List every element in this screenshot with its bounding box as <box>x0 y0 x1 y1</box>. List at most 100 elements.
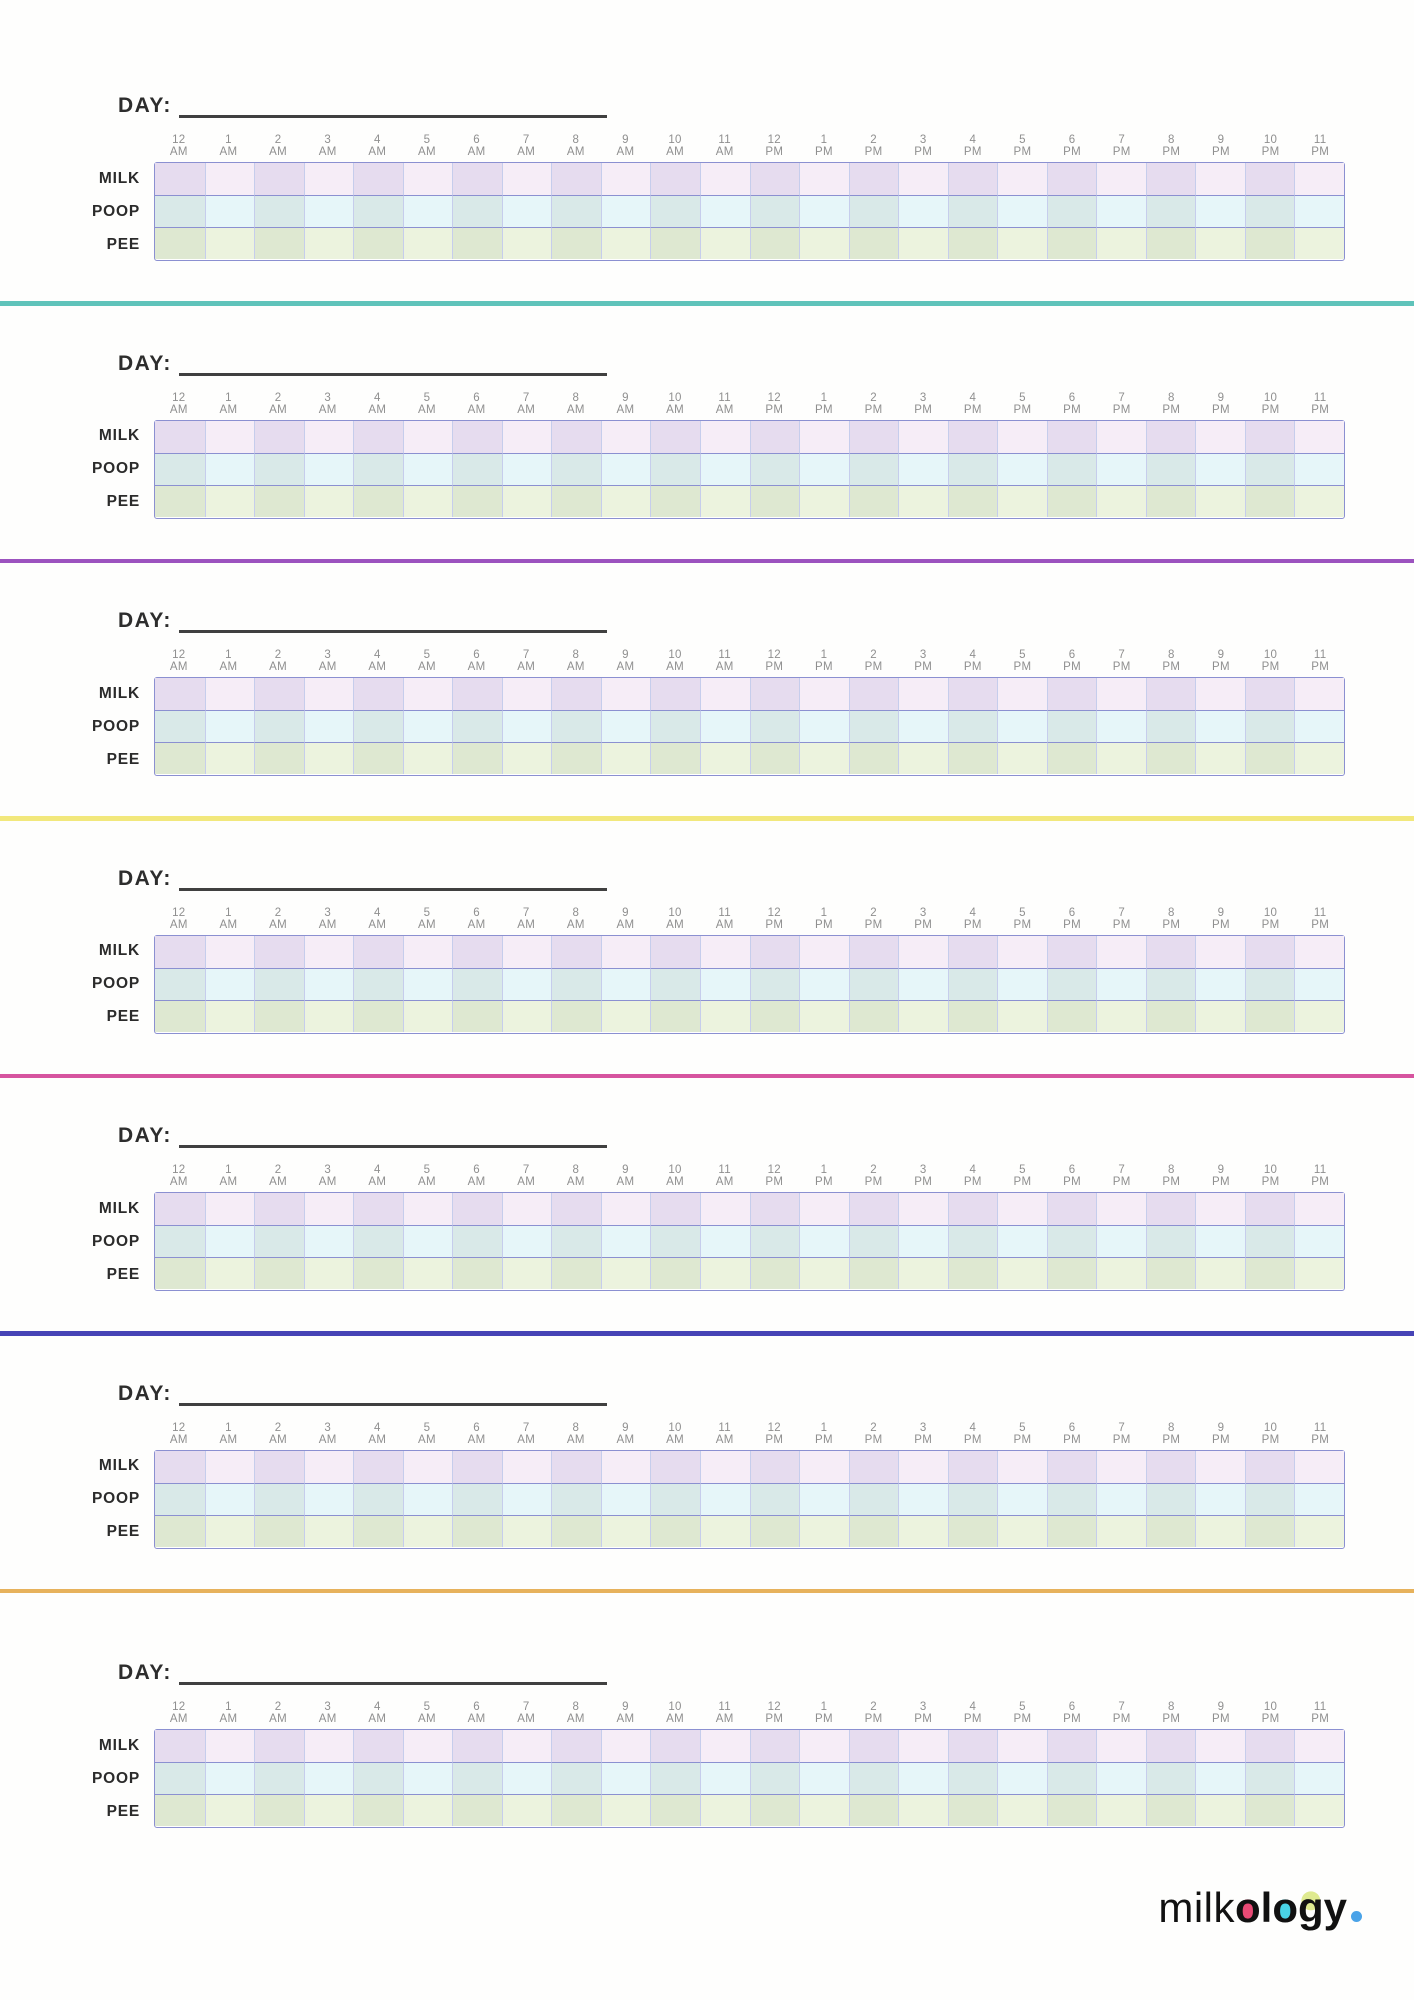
cell-pee-6am[interactable] <box>452 1257 502 1289</box>
cell-milk-2pm[interactable] <box>848 1450 899 1483</box>
cell-poop-9pm[interactable] <box>1195 1225 1245 1257</box>
cell-pee-5am[interactable] <box>402 1794 453 1826</box>
cell-pee-11pm[interactable] <box>1294 1257 1344 1289</box>
cell-poop-11pm[interactable] <box>1294 1762 1344 1794</box>
cell-milk-1pm[interactable] <box>799 163 849 195</box>
cell-poop-5pm[interactable] <box>997 452 1047 485</box>
cell-pee-8pm[interactable] <box>1145 1514 1196 1547</box>
cell-milk-6am[interactable] <box>452 1730 502 1762</box>
cell-poop-3pm[interactable] <box>898 1482 948 1515</box>
cell-poop-11am[interactable] <box>699 1482 750 1515</box>
cell-pee-8am[interactable] <box>551 742 601 774</box>
cell-pee-2am[interactable] <box>254 227 304 259</box>
cell-poop-12am[interactable] <box>155 195 205 227</box>
cell-poop-8am[interactable] <box>551 1482 601 1515</box>
cell-poop-9pm[interactable] <box>1195 452 1245 485</box>
cell-pee-7pm[interactable] <box>1096 742 1146 774</box>
cell-pee-7pm[interactable] <box>1096 1514 1146 1547</box>
cell-milk-5pm[interactable] <box>997 163 1047 195</box>
cell-milk-11am[interactable] <box>699 1730 750 1762</box>
cell-poop-3am[interactable] <box>303 1762 354 1794</box>
cell-pee-8am[interactable] <box>551 227 601 259</box>
cell-milk-3pm[interactable] <box>898 420 948 453</box>
cell-poop-6am[interactable] <box>452 1225 502 1257</box>
cell-milk-8pm[interactable] <box>1145 1730 1196 1762</box>
cell-pee-1pm[interactable] <box>799 999 849 1032</box>
cell-milk-9am[interactable] <box>600 678 651 710</box>
cell-milk-10am[interactable] <box>650 420 700 453</box>
cell-poop-9pm[interactable] <box>1195 1762 1245 1794</box>
cell-milk-8pm[interactable] <box>1145 1193 1196 1225</box>
cell-pee-4am[interactable] <box>353 484 403 517</box>
cell-milk-7pm[interactable] <box>1096 1193 1146 1225</box>
cell-milk-12pm[interactable] <box>749 163 800 195</box>
cell-milk-6pm[interactable] <box>1046 420 1097 453</box>
cell-pee-3pm[interactable] <box>898 999 948 1032</box>
cell-milk-11am[interactable] <box>699 420 750 453</box>
cell-pee-8pm[interactable] <box>1145 999 1196 1032</box>
cell-milk-11pm[interactable] <box>1294 420 1344 453</box>
cell-milk-7am[interactable] <box>501 163 552 195</box>
cell-poop-1pm[interactable] <box>799 1762 849 1794</box>
cell-pee-12pm[interactable] <box>749 999 800 1032</box>
cell-milk-9pm[interactable] <box>1195 1450 1245 1483</box>
cell-milk-8am[interactable] <box>551 1193 601 1225</box>
cell-poop-10am[interactable] <box>650 452 700 485</box>
cell-poop-4pm[interactable] <box>947 1762 998 1794</box>
cell-milk-10am[interactable] <box>650 1730 700 1762</box>
cell-milk-2pm[interactable] <box>848 1193 899 1225</box>
cell-milk-4pm[interactable] <box>947 1730 998 1762</box>
cell-milk-12am[interactable] <box>155 1450 205 1483</box>
cell-poop-8pm[interactable] <box>1145 1225 1196 1257</box>
cell-pee-5am[interactable] <box>402 999 453 1032</box>
cell-milk-5am[interactable] <box>402 678 453 710</box>
cell-pee-1am[interactable] <box>204 1257 255 1289</box>
cell-milk-6am[interactable] <box>452 163 502 195</box>
cell-poop-11pm[interactable] <box>1294 1225 1344 1257</box>
cell-poop-2am[interactable] <box>254 1482 304 1515</box>
cell-poop-8pm[interactable] <box>1145 1482 1196 1515</box>
cell-milk-3pm[interactable] <box>898 678 948 710</box>
cell-poop-1am[interactable] <box>204 967 255 1000</box>
cell-pee-10am[interactable] <box>650 1257 700 1289</box>
cell-milk-4am[interactable] <box>353 420 403 453</box>
cell-poop-8am[interactable] <box>551 967 601 1000</box>
cell-milk-5am[interactable] <box>402 1450 453 1483</box>
cell-milk-6am[interactable] <box>452 678 502 710</box>
cell-milk-11pm[interactable] <box>1294 678 1344 710</box>
cell-poop-7am[interactable] <box>501 1225 552 1257</box>
cell-milk-2pm[interactable] <box>848 420 899 453</box>
cell-pee-1pm[interactable] <box>799 1514 849 1547</box>
cell-pee-9pm[interactable] <box>1195 1257 1245 1289</box>
cell-poop-4am[interactable] <box>353 1225 403 1257</box>
cell-pee-2pm[interactable] <box>848 1257 899 1289</box>
cell-milk-7pm[interactable] <box>1096 1450 1146 1483</box>
cell-poop-11am[interactable] <box>699 1225 750 1257</box>
cell-poop-9am[interactable] <box>600 452 651 485</box>
cell-pee-3am[interactable] <box>303 999 354 1032</box>
cell-poop-3am[interactable] <box>303 710 354 742</box>
cell-poop-11am[interactable] <box>699 195 750 227</box>
cell-milk-6pm[interactable] <box>1046 1450 1097 1483</box>
cell-pee-10pm[interactable] <box>1244 484 1295 517</box>
cell-poop-9pm[interactable] <box>1195 1482 1245 1515</box>
cell-poop-9pm[interactable] <box>1195 710 1245 742</box>
cell-pee-6pm[interactable] <box>1046 1794 1097 1826</box>
cell-pee-12pm[interactable] <box>749 1794 800 1826</box>
cell-poop-10am[interactable] <box>650 195 700 227</box>
cell-milk-2am[interactable] <box>254 163 304 195</box>
cell-poop-12pm[interactable] <box>749 1762 800 1794</box>
cell-poop-1am[interactable] <box>204 1225 255 1257</box>
cell-milk-9am[interactable] <box>600 1730 651 1762</box>
cell-poop-5am[interactable] <box>402 195 453 227</box>
cell-pee-1am[interactable] <box>204 999 255 1032</box>
cell-milk-8pm[interactable] <box>1145 678 1196 710</box>
cell-pee-7pm[interactable] <box>1096 227 1146 259</box>
cell-pee-1pm[interactable] <box>799 1257 849 1289</box>
cell-milk-4am[interactable] <box>353 1193 403 1225</box>
cell-poop-10pm[interactable] <box>1244 1225 1295 1257</box>
cell-poop-9pm[interactable] <box>1195 195 1245 227</box>
cell-milk-5am[interactable] <box>402 163 453 195</box>
cell-milk-10pm[interactable] <box>1244 678 1295 710</box>
cell-milk-11pm[interactable] <box>1294 1730 1344 1762</box>
